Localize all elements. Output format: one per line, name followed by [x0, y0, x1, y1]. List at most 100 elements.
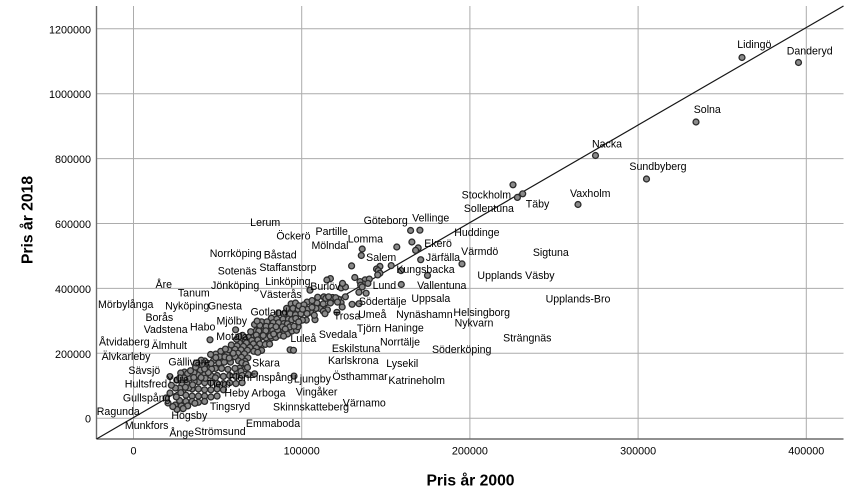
- svg-text:Högsby: Högsby: [171, 410, 208, 422]
- svg-text:Tierp: Tierp: [207, 378, 231, 390]
- svg-text:Ekerö: Ekerö: [424, 238, 452, 250]
- svg-text:Tingsryd: Tingsryd: [210, 401, 250, 413]
- svg-text:Umeå: Umeå: [358, 309, 386, 321]
- svg-text:Norrtälje: Norrtälje: [380, 337, 420, 349]
- svg-text:Nykvarn: Nykvarn: [455, 317, 494, 329]
- svg-text:Eskilstuna: Eskilstuna: [332, 343, 380, 355]
- svg-text:Nyköping: Nyköping: [165, 301, 209, 313]
- svg-text:Upplands Väsby: Upplands Väsby: [477, 270, 555, 282]
- svg-text:Luleå: Luleå: [290, 333, 316, 345]
- svg-text:Ydre: Ydre: [167, 374, 189, 386]
- svg-text:Järfälla: Järfälla: [426, 252, 460, 264]
- svg-text:Munkfors: Munkfors: [125, 420, 169, 432]
- svg-text:Värnamo: Värnamo: [343, 398, 386, 410]
- svg-text:Södertälje: Södertälje: [359, 296, 407, 308]
- svg-text:Trosa: Trosa: [334, 311, 361, 323]
- svg-text:Kungsbacka: Kungsbacka: [396, 264, 454, 276]
- svg-text:Jönköping: Jönköping: [211, 280, 259, 292]
- svg-text:Vingåker: Vingåker: [296, 387, 338, 399]
- svg-text:Mölndal: Mölndal: [311, 240, 348, 252]
- svg-text:1200000: 1200000: [49, 24, 91, 36]
- svg-text:200000: 200000: [55, 349, 91, 361]
- svg-text:Haninge: Haninge: [384, 322, 424, 334]
- svg-text:400000: 400000: [788, 446, 824, 458]
- svg-text:Nynäshamn: Nynäshamn: [396, 309, 453, 321]
- svg-text:Flen: Flen: [229, 372, 250, 384]
- svg-text:Pris år 2018: Pris år 2018: [19, 176, 37, 264]
- svg-text:Åre: Åre: [156, 278, 173, 291]
- svg-text:Östhammar: Östhammar: [332, 371, 388, 383]
- svg-text:300000: 300000: [620, 446, 656, 458]
- svg-text:Emmaboda: Emmaboda: [246, 418, 300, 430]
- svg-text:Finspång: Finspång: [249, 372, 293, 384]
- svg-text:Katrineholm: Katrineholm: [388, 375, 445, 387]
- svg-text:Helsingborg: Helsingborg: [453, 307, 510, 319]
- svg-text:Lund: Lund: [373, 280, 397, 292]
- svg-text:Motala: Motala: [216, 331, 248, 343]
- svg-text:Öckerö: Öckerö: [276, 231, 310, 243]
- svg-text:Salem: Salem: [366, 252, 396, 264]
- svg-text:Lidingö: Lidingö: [737, 39, 771, 51]
- svg-text:Linköping: Linköping: [265, 276, 310, 288]
- svg-text:Nacka: Nacka: [592, 139, 622, 151]
- svg-text:Sollentuna: Sollentuna: [464, 203, 514, 215]
- svg-text:Gotland: Gotland: [250, 307, 287, 319]
- svg-text:Täby: Täby: [526, 199, 550, 211]
- svg-text:Sävsjö: Sävsjö: [128, 365, 160, 377]
- svg-text:Ragunda: Ragunda: [97, 406, 140, 418]
- svg-text:Mjölby: Mjölby: [216, 315, 247, 327]
- svg-text:Gnesta: Gnesta: [208, 301, 242, 313]
- svg-text:100000: 100000: [284, 446, 320, 458]
- svg-text:Älvkarleby: Älvkarleby: [102, 351, 152, 363]
- svg-text:400000: 400000: [55, 284, 91, 296]
- svg-text:Tjörn: Tjörn: [357, 323, 381, 335]
- svg-text:Svedala: Svedala: [319, 329, 357, 341]
- svg-text:Upplands-Bro: Upplands-Bro: [546, 293, 611, 305]
- svg-text:Älmhult: Älmhult: [152, 340, 187, 352]
- svg-text:Göteborg: Göteborg: [364, 215, 408, 227]
- svg-text:Staffanstorp: Staffanstorp: [259, 262, 316, 274]
- svg-text:0: 0: [130, 446, 136, 458]
- svg-text:Stockholm: Stockholm: [462, 190, 512, 202]
- svg-text:Karlskrona: Karlskrona: [328, 355, 379, 367]
- svg-text:Lerum: Lerum: [250, 217, 280, 229]
- svg-text:Solna: Solna: [694, 104, 721, 116]
- svg-text:Ånge: Ånge: [169, 427, 194, 440]
- svg-text:200000: 200000: [452, 446, 488, 458]
- svg-text:Båstad: Båstad: [264, 249, 297, 261]
- svg-text:Söderköping: Söderköping: [432, 344, 492, 356]
- svg-text:Borås: Borås: [145, 312, 173, 324]
- svg-text:Skinnskatteberg: Skinnskatteberg: [273, 402, 349, 414]
- svg-text:0: 0: [85, 414, 91, 426]
- svg-text:Tanum: Tanum: [178, 287, 210, 299]
- svg-text:Gällivare: Gällivare: [168, 357, 210, 369]
- svg-text:Danderyd: Danderyd: [787, 45, 833, 57]
- svg-text:Lysekil: Lysekil: [386, 358, 418, 370]
- svg-text:Lomma: Lomma: [348, 233, 383, 245]
- svg-text:Vadstena: Vadstena: [144, 324, 188, 336]
- svg-text:Norrköping: Norrköping: [210, 248, 262, 260]
- svg-text:Åtvidaberg: Åtvidaberg: [99, 336, 150, 349]
- svg-text:Heby: Heby: [224, 387, 249, 399]
- svg-text:Värmdö: Värmdö: [461, 246, 498, 258]
- svg-text:Sundbyberg: Sundbyberg: [629, 161, 686, 173]
- svg-text:Vellinge: Vellinge: [412, 213, 449, 225]
- svg-text:Skara: Skara: [252, 358, 280, 370]
- svg-text:800000: 800000: [55, 154, 91, 166]
- svg-text:1000000: 1000000: [49, 89, 91, 101]
- svg-text:Pris år 2000: Pris år 2000: [426, 472, 514, 490]
- svg-text:Huddinge: Huddinge: [454, 227, 499, 239]
- svg-text:Arboga: Arboga: [251, 387, 285, 399]
- svg-text:Hultsfred: Hultsfred: [125, 379, 167, 391]
- svg-text:Gullspång: Gullspång: [123, 393, 171, 405]
- svg-text:Sotenäs: Sotenäs: [218, 266, 257, 278]
- svg-text:Partille: Partille: [316, 226, 348, 238]
- svg-text:Mörbylånga: Mörbylånga: [98, 299, 153, 311]
- svg-text:Västerås: Västerås: [260, 289, 302, 301]
- svg-text:Ljungby: Ljungby: [294, 373, 332, 385]
- svg-text:Strängnäs: Strängnäs: [503, 333, 551, 345]
- svg-text:Vaxholm: Vaxholm: [570, 188, 611, 200]
- svg-text:Uppsala: Uppsala: [411, 293, 450, 305]
- svg-text:Habo: Habo: [190, 322, 215, 334]
- svg-text:Vallentuna: Vallentuna: [417, 280, 466, 292]
